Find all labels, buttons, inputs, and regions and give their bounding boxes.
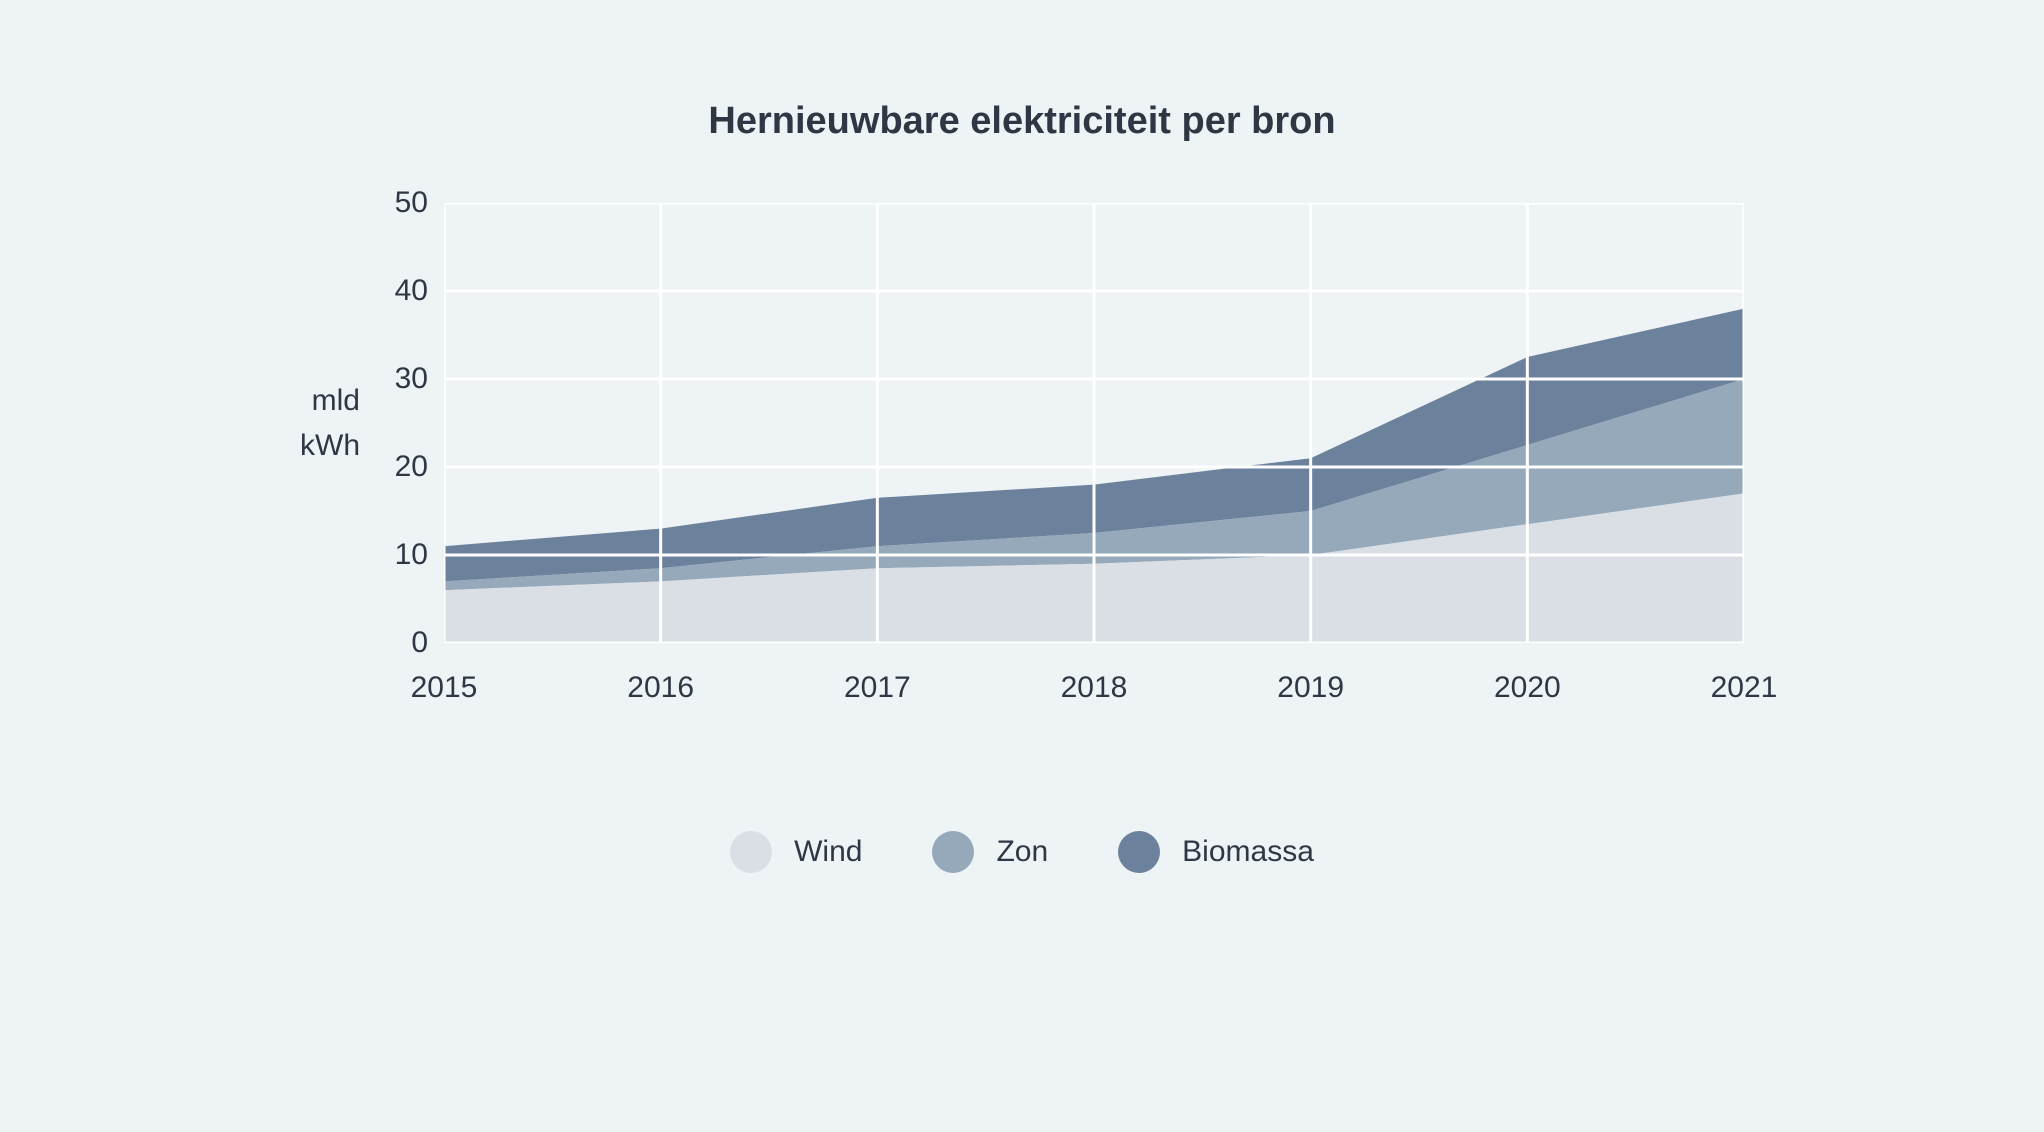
- y-tick-label: 20: [395, 450, 428, 484]
- y-axis-ticks: 01020304050: [384, 203, 444, 643]
- x-tick-label: 2019: [1277, 671, 1344, 705]
- x-axis-ticks: 2015201620172018201920202021: [444, 671, 1744, 711]
- x-tick-label: 2021: [1711, 671, 1778, 705]
- legend-item: Biomassa: [1118, 831, 1314, 873]
- legend-swatch-icon: [730, 831, 772, 873]
- stacked-area-svg: [444, 203, 1744, 643]
- y-tick-label: 30: [395, 362, 428, 396]
- y-tick-label: 0: [411, 626, 428, 660]
- legend-label: Biomassa: [1182, 835, 1314, 869]
- chart-wrap: mld kWh 01020304050 20152016201720182019…: [300, 203, 1744, 711]
- legend-swatch-icon: [1118, 831, 1160, 873]
- legend: Wind Zon Biomassa: [730, 831, 1314, 873]
- y-tick-label: 10: [395, 538, 428, 572]
- legend-item: Zon: [932, 831, 1048, 873]
- legend-item: Wind: [730, 831, 862, 873]
- plot-area: [444, 203, 1744, 643]
- x-tick-label: 2017: [844, 671, 911, 705]
- y-axis-label-line1: mld: [312, 378, 360, 423]
- legend-swatch-icon: [932, 831, 974, 873]
- x-tick-label: 2018: [1061, 671, 1128, 705]
- y-tick-label: 50: [395, 186, 428, 220]
- chart-page: Hernieuwbare elektriciteit per bron mld …: [0, 0, 2044, 1132]
- y-axis-label-line2: kWh: [300, 423, 360, 468]
- plot-column: 2015201620172018201920202021: [444, 203, 1744, 711]
- legend-label: Wind: [794, 835, 862, 869]
- y-tick-label: 40: [395, 274, 428, 308]
- x-tick-label: 2016: [627, 671, 694, 705]
- x-tick-label: 2015: [411, 671, 478, 705]
- legend-label: Zon: [996, 835, 1048, 869]
- chart-title: Hernieuwbare elektriciteit per bron: [708, 100, 1335, 143]
- y-axis-label: mld kWh: [300, 203, 360, 643]
- x-tick-label: 2020: [1494, 671, 1561, 705]
